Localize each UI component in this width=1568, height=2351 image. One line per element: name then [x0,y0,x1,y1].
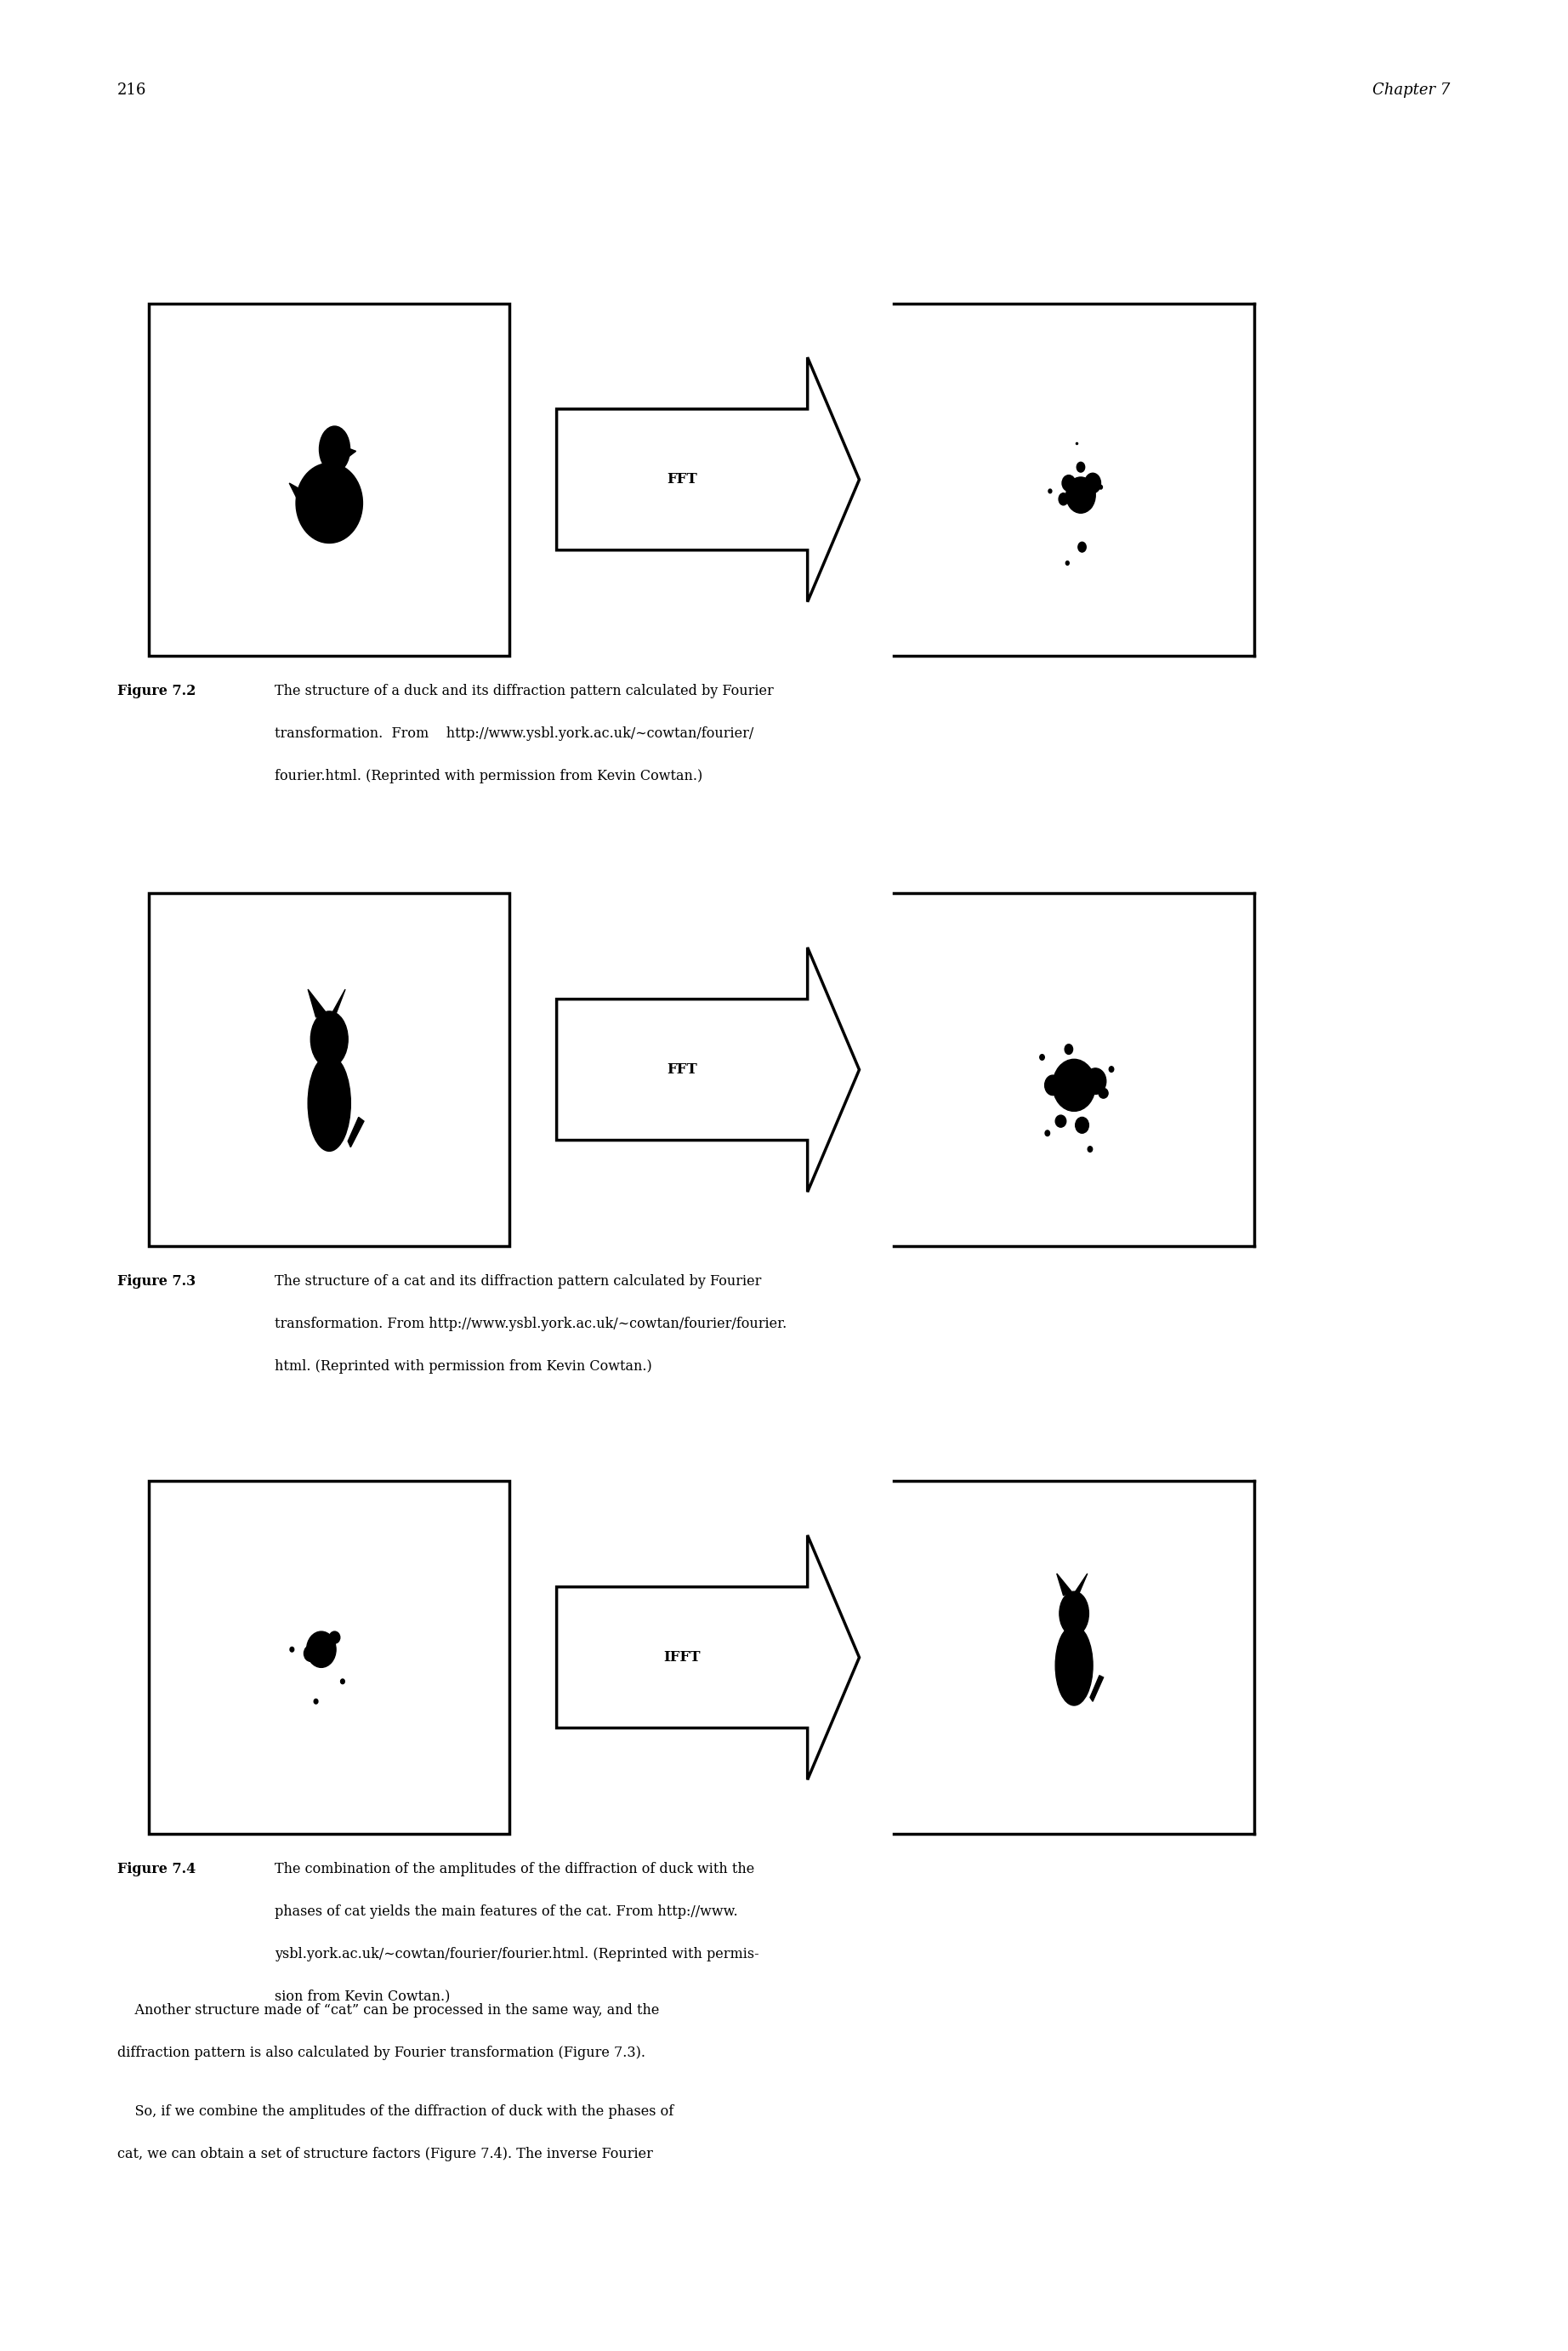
Bar [149,303,510,656]
Polygon shape [1057,1573,1071,1596]
Circle shape [310,1011,348,1067]
Ellipse shape [1076,1117,1088,1133]
Text: Chapter 7: Chapter 7 [1372,82,1450,99]
Polygon shape [1076,1573,1087,1596]
Polygon shape [345,447,356,458]
Bar [149,1481,510,1834]
Text: cat, we can obtain a set of structure factors (Figure 7.4). The inverse Fourier: cat, we can obtain a set of structure fa… [118,2146,654,2161]
Ellipse shape [290,1648,293,1653]
Ellipse shape [307,1056,351,1152]
Text: The combination of the amplitudes of the diffraction of duck with the: The combination of the amplitudes of the… [274,1862,754,1876]
Ellipse shape [1049,489,1052,494]
Text: sion from Kevin Cowtan.): sion from Kevin Cowtan.) [274,1989,450,2003]
Ellipse shape [1066,477,1096,513]
Ellipse shape [329,1632,340,1643]
Ellipse shape [1085,1067,1105,1093]
Ellipse shape [340,1679,345,1683]
Ellipse shape [296,463,362,543]
Bar [149,893,510,1246]
Ellipse shape [1099,1089,1109,1098]
Ellipse shape [1082,496,1093,510]
Text: phases of cat yields the main features of the cat. From http://www.: phases of cat yields the main features o… [274,1904,737,1918]
Text: transformation.  From    http://www.ysbl.york.ac.uk/∼cowtan/fourier/: transformation. From http://www.ysbl.yor… [274,726,753,741]
Text: Another structure made of “cat” can be processed in the same way, and the: Another structure made of “cat” can be p… [118,2003,660,2017]
Ellipse shape [307,1632,336,1667]
Text: So, if we combine the amplitudes of the diffraction of duck with the phases of: So, if we combine the amplitudes of the … [118,2104,674,2118]
Ellipse shape [1040,1056,1044,1060]
Text: fourier.html. (Reprinted with permission from Kevin Cowtan.): fourier.html. (Reprinted with permission… [274,769,702,783]
Circle shape [320,426,350,473]
Ellipse shape [1085,473,1101,494]
Ellipse shape [1055,1114,1066,1126]
Polygon shape [307,990,326,1018]
Ellipse shape [1066,562,1069,564]
Polygon shape [557,1535,859,1780]
Circle shape [1060,1592,1088,1636]
Ellipse shape [304,1646,317,1662]
Ellipse shape [1062,475,1076,491]
Ellipse shape [1055,1625,1093,1704]
Polygon shape [348,1117,364,1147]
Ellipse shape [1079,543,1087,552]
Ellipse shape [1088,1147,1093,1152]
Text: FFT: FFT [666,473,698,487]
Ellipse shape [314,1700,318,1704]
Text: ysbl.york.ac.uk/∼cowtan/fourier/fourier.html. (Reprinted with permis-: ysbl.york.ac.uk/∼cowtan/fourier/fourier.… [274,1947,759,1961]
Ellipse shape [1046,1131,1049,1136]
Text: html. (Reprinted with permission from Kevin Cowtan.): html. (Reprinted with permission from Ke… [274,1359,652,1373]
Ellipse shape [1044,1074,1060,1096]
Polygon shape [332,990,345,1018]
Text: diffraction pattern is also calculated by Fourier transformation (Figure 7.3).: diffraction pattern is also calculated b… [118,2045,646,2059]
Text: FFT: FFT [666,1063,698,1077]
Text: Figure 7.2: Figure 7.2 [118,684,196,698]
Text: 216: 216 [118,82,147,99]
Ellipse shape [1109,1067,1113,1072]
Text: Figure 7.3: Figure 7.3 [118,1274,196,1288]
Text: The structure of a cat and its diffraction pattern calculated by Fourier: The structure of a cat and its diffracti… [274,1274,760,1288]
Ellipse shape [1099,484,1102,489]
Ellipse shape [1077,463,1085,473]
Ellipse shape [1052,1060,1096,1112]
Text: The structure of a duck and its diffraction pattern calculated by Fourier: The structure of a duck and its diffract… [274,684,773,698]
Ellipse shape [1065,1044,1073,1053]
Ellipse shape [1058,494,1068,505]
Text: IFFT: IFFT [663,1650,701,1665]
Polygon shape [557,947,859,1192]
Polygon shape [1090,1676,1104,1702]
Text: transformation. From http://www.ysbl.york.ac.uk/∼cowtan/fourier/fourier.: transformation. From http://www.ysbl.yor… [274,1317,787,1331]
Polygon shape [557,357,859,602]
Text: Figure 7.4: Figure 7.4 [118,1862,196,1876]
Polygon shape [289,484,299,498]
